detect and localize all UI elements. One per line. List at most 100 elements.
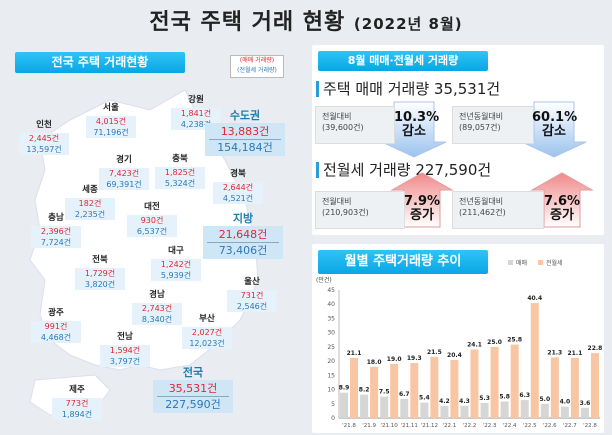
x-tick-label: '22.2 xyxy=(463,423,477,429)
region-광주: 광주 991건 4,468건 xyxy=(31,308,81,343)
bar-매매 xyxy=(460,405,469,418)
region-제주: 제주 773건 1,894건 xyxy=(52,385,102,420)
cmp-label: 전년동월대비 xyxy=(459,197,504,206)
data-label: 5.8 xyxy=(499,394,510,401)
region-name: 경기 xyxy=(116,155,132,165)
rent-count: 5,324건 xyxy=(164,179,196,188)
data-label: 21.3 xyxy=(547,349,562,356)
bar-매매 xyxy=(540,403,549,418)
title-main: 전국 주택 거래 현황 xyxy=(149,10,346,35)
sale-count: 2,445건 xyxy=(28,134,60,143)
cmp-pct: 60.1% xyxy=(532,110,578,125)
x-tick-label: '22.1 xyxy=(443,423,457,429)
sale-count: 1,729건 xyxy=(84,269,116,278)
map-legend: (매매 거래량) (전월세 거래량) xyxy=(230,55,284,78)
bar-전월세 xyxy=(570,357,579,418)
rent-count: 2,546건 xyxy=(236,302,268,311)
sale-count: 2,644건 xyxy=(222,183,254,192)
rent-count: 7,724건 xyxy=(40,238,72,247)
region-울산: 울산 731건 2,546건 xyxy=(227,277,277,312)
data-label: 25.8 xyxy=(507,337,522,344)
bar-매매 xyxy=(380,396,389,418)
cmp-dir: 증가 xyxy=(550,208,574,223)
region-name: 울산 xyxy=(244,277,260,287)
region-전국: 전국 35,531건 227,590건 xyxy=(153,367,233,413)
region-충북: 충북 1,825건 5,324건 xyxy=(155,154,205,189)
sale-count: 1,594건 xyxy=(109,346,141,355)
bar-전월세 xyxy=(490,346,499,418)
sale-count: 1,841건 xyxy=(180,109,212,118)
x-tick-label: '21.8 xyxy=(342,423,356,429)
bar-매매 xyxy=(480,402,489,418)
y-tick-label: 35 xyxy=(327,315,335,322)
cmp-label: 전월대비 xyxy=(322,197,352,206)
region-대전: 대전 930건 6,537건 xyxy=(127,202,177,237)
sale-heading: 주택 매매 거래량 35,531건 xyxy=(316,81,500,97)
x-tick-label: '22.4 xyxy=(503,423,517,429)
bar-전월세 xyxy=(430,356,439,418)
rent-count: 73,406건 xyxy=(218,244,268,257)
bar-전월세 xyxy=(470,349,479,418)
y-tick-label: 40 xyxy=(327,301,335,308)
bar-전월세 xyxy=(550,357,559,418)
bar-매매 xyxy=(400,398,409,418)
region-경기: 경기 7,423건 69,391건 xyxy=(99,155,149,190)
data-label: 40.4 xyxy=(527,295,542,302)
title-period: (2022년 8월) xyxy=(353,15,463,33)
region-name: 대구 xyxy=(168,246,184,256)
sale-count: 13,883건 xyxy=(209,124,281,140)
region-name: 서울 xyxy=(103,103,119,113)
bar-전월세 xyxy=(350,357,359,418)
rent-count: 6,537건 xyxy=(136,227,168,236)
bar-전월세 xyxy=(590,353,599,418)
y-axis-label: (만건) xyxy=(316,276,332,284)
y-tick-label: 25 xyxy=(327,344,335,351)
region-name: 충북 xyxy=(172,154,188,164)
volume-panel: 8월 매매·전월세 거래량 주택 매매 거래량 35,531건 전월세 거래량 … xyxy=(312,45,604,235)
data-label: 21.5 xyxy=(427,349,442,356)
x-tick-label: '21.11 xyxy=(401,423,418,429)
region-세종: 세종 182건 2,235건 xyxy=(65,185,115,220)
rent-count: 3,820건 xyxy=(84,280,116,289)
y-tick-label: 45 xyxy=(327,287,335,294)
sale-count: 731건 xyxy=(240,291,264,300)
sale-count: 991건 xyxy=(44,322,68,331)
sale-count: 2,027건 xyxy=(191,328,223,337)
bar-매매 xyxy=(340,392,349,418)
bar-매매 xyxy=(420,402,429,418)
bar-전월세 xyxy=(390,363,399,418)
data-label: 3.6 xyxy=(580,400,591,407)
region-name: 세종 xyxy=(82,185,98,195)
rent-count: 71,196건 xyxy=(93,128,129,137)
cmp-dir: 감소 xyxy=(402,124,426,139)
rent-count: 12,023건 xyxy=(189,339,225,348)
data-label: 5.3 xyxy=(479,395,490,402)
y-tick-label: 30 xyxy=(327,330,335,337)
bar-전월세 xyxy=(410,363,419,418)
x-tick-label: '22.7 xyxy=(563,423,577,429)
cmp-base: (210,903건) xyxy=(322,208,369,217)
region-지방: 지방 21,648건 73,406건 xyxy=(203,213,283,259)
arrows xyxy=(381,101,594,228)
rent-heading: 전월세 거래량 227,590건 xyxy=(316,162,491,178)
sale-count: 773건 xyxy=(65,399,89,408)
y-tick-label: 5 xyxy=(331,401,335,408)
x-tick-label: '22.3 xyxy=(483,423,497,429)
chart-panel: 월별 주택거래량 추이 (만건) 0 5 10 15 20 25 30 35 40 45 8.9 21.… xyxy=(312,244,604,433)
sale-count: 7,423건 xyxy=(108,169,140,178)
data-label: 8.2 xyxy=(359,387,370,394)
rent-count: 4,238건 xyxy=(180,120,212,129)
data-label: 21.1 xyxy=(347,350,362,357)
sale-count: 21,648건 xyxy=(207,227,279,243)
region-name: 제주 xyxy=(69,385,85,395)
rent-count: 5,939건 xyxy=(160,271,192,280)
cmp-dir: 감소 xyxy=(542,124,566,139)
sale-count: 1,242건 xyxy=(160,260,192,269)
sale-count: 4,015건 xyxy=(95,117,127,126)
data-label: 25.0 xyxy=(487,339,502,346)
cmp-label: 전년동월대비 xyxy=(459,112,504,121)
sale-count: 182건 xyxy=(78,199,102,208)
cmp-base: (211,462건) xyxy=(459,208,506,217)
region-name: 전북 xyxy=(92,255,108,265)
cmp-pct: 7.6% xyxy=(543,194,581,209)
